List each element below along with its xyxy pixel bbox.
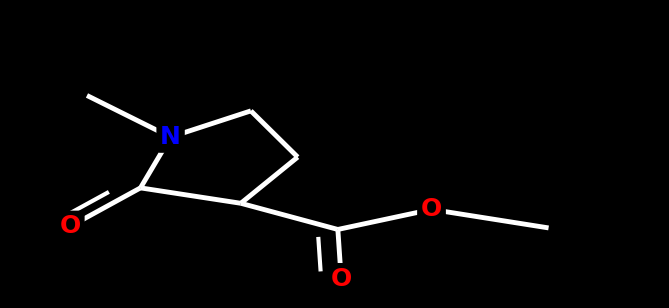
Text: O: O — [421, 197, 442, 221]
Text: O: O — [60, 214, 81, 238]
Text: O: O — [330, 267, 352, 291]
Text: N: N — [160, 125, 181, 149]
